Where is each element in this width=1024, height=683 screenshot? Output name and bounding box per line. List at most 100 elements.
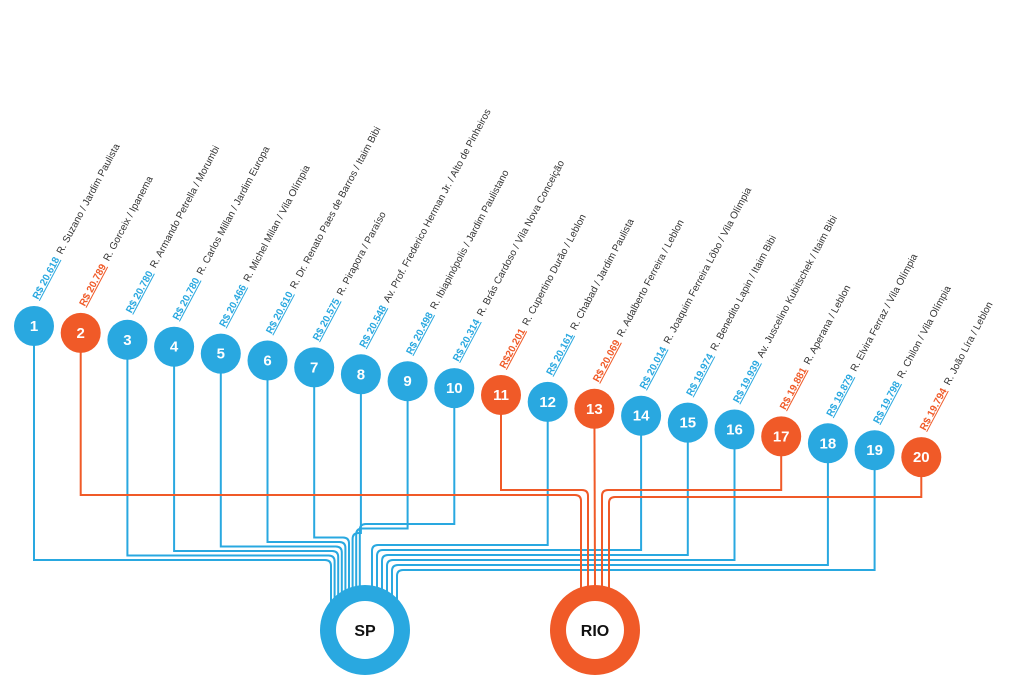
connector-line xyxy=(355,381,409,588)
item-price: R$ 19.881 xyxy=(778,366,810,412)
item-label: R$ 19.939Av. Juscelino Kubitschek / Itai… xyxy=(731,214,839,405)
item-circle xyxy=(901,437,942,478)
item-street: R. Brás Cardoso / Vila Nova Conceição xyxy=(475,158,567,318)
connector-line xyxy=(608,457,923,590)
item-circle xyxy=(60,312,101,353)
connector-line xyxy=(79,332,582,590)
item-number: 19 xyxy=(866,442,883,459)
connector-line xyxy=(500,395,589,588)
item-price: R$ 19.974 xyxy=(685,352,717,398)
item-price: R$20.201 xyxy=(498,327,528,371)
item-number: 12 xyxy=(539,394,556,411)
item-circle xyxy=(14,306,54,346)
item-number: 20 xyxy=(913,449,930,466)
item-price: R$ 20.069 xyxy=(591,338,623,384)
item-price: R$ 20.314 xyxy=(451,317,483,363)
item-circle xyxy=(107,319,148,360)
item-label: R$ 20.014R. Joaquim Ferreira Lôbo / Vila… xyxy=(638,185,754,391)
item-number: 18 xyxy=(820,435,837,452)
connector-line xyxy=(126,339,336,599)
item-number: 7 xyxy=(310,359,318,376)
item-number: 8 xyxy=(357,366,365,383)
item-price: R$ 19.879 xyxy=(825,372,857,418)
item-label: R$ 20.161R. Chabad / Jardim Paulista xyxy=(545,217,637,378)
item-price: R$ 20.789 xyxy=(78,262,110,308)
item-number: 3 xyxy=(123,332,131,349)
item-street: R. João Líra / Leblon xyxy=(942,300,995,387)
item-number: 1 xyxy=(30,318,38,335)
item-label: R$ 20.618R. Suzano / Jardim Paulista xyxy=(31,142,123,302)
connector-line xyxy=(381,422,689,591)
item-street: R. Dr. Renato Paes de Barros / Itaim Bib… xyxy=(288,125,383,291)
connector-line xyxy=(266,360,347,592)
item-number: 13 xyxy=(586,401,603,418)
item-circle xyxy=(807,423,848,464)
item-number: 15 xyxy=(679,415,696,432)
item-street: R. Pirapora / Paraíso xyxy=(335,210,389,298)
item-price: R$ 20.780 xyxy=(171,276,203,322)
item-circle xyxy=(761,416,802,457)
item-price: R$ 20.014 xyxy=(638,345,670,391)
hub-label: SP xyxy=(354,623,376,640)
item-circle xyxy=(340,354,381,395)
item-circle xyxy=(387,361,428,402)
item-street: R. Chilon / Vila Olímpia xyxy=(896,284,954,381)
connector-line xyxy=(358,388,456,588)
connector-line xyxy=(219,353,343,594)
item-label: R$ 19.879R. Elvira Ferraz / Vila Olímpia xyxy=(825,252,921,419)
item-label: R$ 20.780R. Carlos Millan / Jardim Europ… xyxy=(171,144,273,322)
item-circle xyxy=(714,409,755,450)
item-number: 2 xyxy=(77,325,85,342)
item-price: R$ 20.618 xyxy=(31,255,63,301)
item-label: R$ 20.466R. Michel Milan / Vila Olímpia xyxy=(218,163,313,329)
item-label: R$ 20.780R. Armando Petrella / Morumbi xyxy=(124,144,222,315)
item-price: R$ 19.939 xyxy=(731,359,763,405)
item-number: 11 xyxy=(493,387,509,404)
item-price: R$ 19.794 xyxy=(918,386,950,432)
connector-line xyxy=(386,429,736,593)
item-street: R. Joaquim Ferreira Lôbo / Vila Olímpia xyxy=(662,185,754,345)
item-circle xyxy=(854,430,895,471)
item-circle xyxy=(527,381,568,422)
item-price: R$ 20.610 xyxy=(264,290,296,336)
item-price: R$ 20.575 xyxy=(311,297,343,343)
item-circle xyxy=(247,340,288,381)
item-circle xyxy=(621,395,662,436)
item-circle xyxy=(667,402,708,443)
item-number: 5 xyxy=(217,346,225,363)
item-price: R$ 20.498 xyxy=(405,310,437,356)
item-circle xyxy=(434,368,475,409)
item-street: Av. Prof. Frederico Herman Jr. / Alto de… xyxy=(382,107,494,304)
connectors xyxy=(33,326,923,603)
item-label: R$ 20.314R. Brás Cardoso / Vila Nova Con… xyxy=(451,158,567,363)
item-number: 6 xyxy=(263,353,271,370)
connector-line xyxy=(593,408,596,588)
connector-line xyxy=(33,326,332,603)
item-label: R$ 19.974R. Benedito Lapin / Itaim Bibi xyxy=(685,234,779,398)
hub-label: RIO xyxy=(581,623,609,640)
item-street: R. Gorceix / Ipanema xyxy=(102,174,156,263)
hub-center xyxy=(336,601,394,659)
connector-line xyxy=(396,450,876,601)
item-number: 14 xyxy=(633,408,650,425)
item-number: 4 xyxy=(170,339,179,356)
connector-line xyxy=(391,443,829,596)
connector-line xyxy=(371,401,549,588)
item-label: R$ 20.069R. Adalberto Ferreira / Leblon xyxy=(591,218,686,384)
item-circle xyxy=(481,375,521,415)
item-number: 16 xyxy=(726,422,743,439)
item-price: R$ 20.780 xyxy=(124,269,156,315)
connector-line xyxy=(313,367,350,590)
item-price: R$ 20.548 xyxy=(358,303,390,349)
item-circle xyxy=(200,333,241,374)
item-circle xyxy=(154,326,195,367)
item-price: R$ 20.466 xyxy=(218,283,250,329)
hub-center xyxy=(566,601,624,659)
item-circle xyxy=(574,388,615,429)
connector-line xyxy=(601,436,783,588)
connector-line xyxy=(351,374,362,589)
item-price: R$ 20.161 xyxy=(545,331,577,377)
item-circle xyxy=(294,347,335,388)
item-label: R$ 20.498R. Ibiapinópolis / Jardim Pauli… xyxy=(405,168,512,357)
item-number: 17 xyxy=(773,428,790,445)
